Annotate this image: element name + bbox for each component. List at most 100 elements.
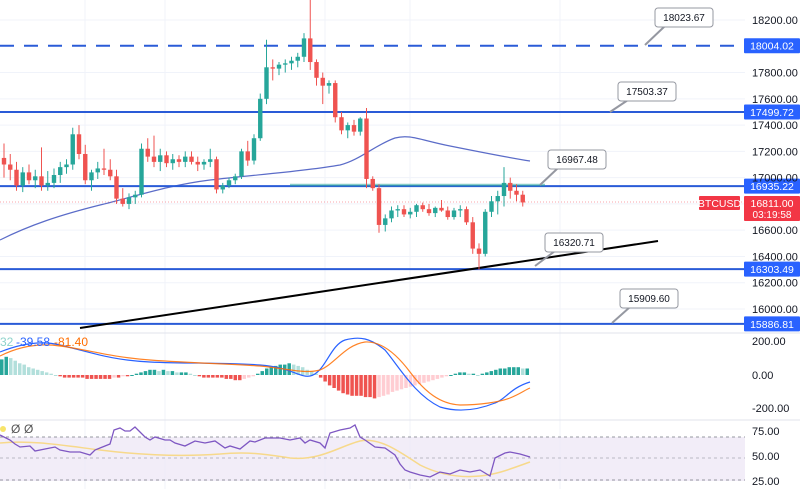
candle-body [489, 201, 494, 212]
candle-body [514, 190, 519, 195]
macd-histogram-bar [256, 373, 260, 375]
candle-body [114, 176, 119, 199]
macd-histogram-bar [525, 368, 529, 375]
candle-body [220, 185, 225, 190]
symbol-price-tag: BTCUSD 16811.00 03:19:58 [698, 196, 800, 221]
ascending-trendline[interactable] [79, 240, 659, 329]
candle-body [458, 209, 463, 211]
candle-body [45, 182, 50, 186]
macd-histogram-bar [238, 375, 242, 381]
rsi-axis-tick: 50.00 [752, 451, 780, 463]
candle-body [426, 209, 432, 214]
macd-histogram-bar [13, 360, 17, 375]
macd-histogram-bar [247, 375, 251, 378]
macd-histogram-bar [381, 375, 386, 396]
candle-body [351, 125, 357, 132]
macd-histogram-bar [242, 375, 247, 379]
candle-body [445, 210, 450, 218]
macd-histogram-bar [202, 375, 206, 378]
macd-histogram-bar [107, 375, 112, 379]
candle-body [401, 209, 407, 215]
macd-histogram-bar [85, 375, 89, 379]
macd-histogram-bar [431, 375, 435, 381]
level-price-tag [744, 178, 800, 194]
candle-body [133, 194, 138, 198]
macd-histogram-bar [422, 375, 426, 383]
candle-body [126, 197, 132, 204]
candle-body [70, 134, 75, 165]
price-axis[interactable]: 18200.00 17800.00 17600.00 17400.00 17200.00… [752, 15, 798, 316]
macd-axis-tick: 200.00 [752, 336, 786, 348]
macd-histogram-bar [444, 375, 449, 377]
candle-body [120, 198, 125, 204]
candle-body [383, 218, 388, 225]
candle-body [501, 182, 507, 197]
macd-histogram-bar [309, 371, 314, 375]
macd-histogram-bar [417, 375, 422, 385]
candle-body [245, 151, 250, 161]
macd-histogram-bar [134, 373, 139, 375]
candle-body [139, 148, 144, 195]
macd-histogram-bar [323, 375, 327, 382]
candle-body [214, 159, 219, 190]
candle-body [145, 148, 150, 157]
macd-histogram-bar [341, 375, 345, 394]
level-price-tag-text: 16303.49 [750, 264, 794, 276]
level-price-tag-text: 17499.72 [750, 107, 794, 119]
macd-histogram-bar [359, 375, 363, 396]
macd-histogram-bar [453, 373, 458, 375]
macd-line [0, 337, 531, 411]
macd-histogram-bar [184, 372, 188, 375]
svg-text:16967.48: 16967.48 [556, 155, 598, 166]
candle-body [339, 117, 344, 131]
candle-body [189, 156, 194, 162]
candle-body [364, 118, 369, 179]
macd-histogram-bar [197, 375, 202, 377]
candle-body [314, 62, 319, 78]
candle-body [195, 161, 200, 165]
macd-histogram-bar [251, 375, 256, 377]
candle-body [51, 175, 57, 183]
candle-body [170, 159, 175, 164]
price-callout: 15909.60 [611, 288, 679, 324]
macd-histogram-bar [67, 375, 71, 378]
macd-histogram-bar [175, 372, 179, 375]
macd-histogram-bar [170, 371, 175, 375]
price-axis-tick: 16600.00 [752, 225, 798, 237]
macd-histogram-bar [372, 375, 377, 399]
candle-body [370, 178, 375, 189]
macd-histogram-bar [368, 375, 372, 398]
macd-histogram-bar [22, 364, 26, 375]
macd-histogram-bar [49, 373, 53, 375]
candle-body [395, 209, 400, 211]
macd-histogram-bar [395, 375, 399, 391]
level-price-tag-text: 16935.22 [750, 181, 794, 193]
macd-histogram-bar [76, 375, 80, 378]
rsi-legend-dot-icon [0, 426, 6, 432]
macd-histogram-bar [233, 375, 238, 381]
macd-histogram-bar [336, 375, 341, 391]
candle-body [276, 64, 282, 69]
macd-legend: 32 -39.58 -81.40 [0, 335, 88, 349]
macd-histogram-bar [386, 375, 390, 395]
macd-histogram-bar [480, 373, 485, 375]
candle-body [1, 157, 7, 165]
price-axis-tick: 16400.00 [752, 251, 798, 263]
macd-histogram-bar [125, 375, 130, 377]
svg-text:17503.37: 17503.37 [626, 87, 668, 98]
macd-histogram-bar [278, 364, 282, 375]
candle-body [283, 63, 288, 65]
macd-histogram-bar [467, 373, 471, 375]
macd-histogram-bar [345, 375, 350, 395]
moving-average-line[interactable] [0, 136, 531, 241]
level-price-tag-text: 18004.02 [750, 41, 794, 53]
macd-histogram-bar [327, 375, 332, 386]
candle-body [433, 207, 438, 214]
candle-body [226, 180, 232, 186]
candle-body [239, 151, 244, 177]
macd-histogram-bar [26, 367, 31, 375]
macd-histogram-bar [166, 371, 170, 375]
macd-histogram-bar [58, 375, 62, 377]
macd-histogram-bar [503, 368, 507, 375]
